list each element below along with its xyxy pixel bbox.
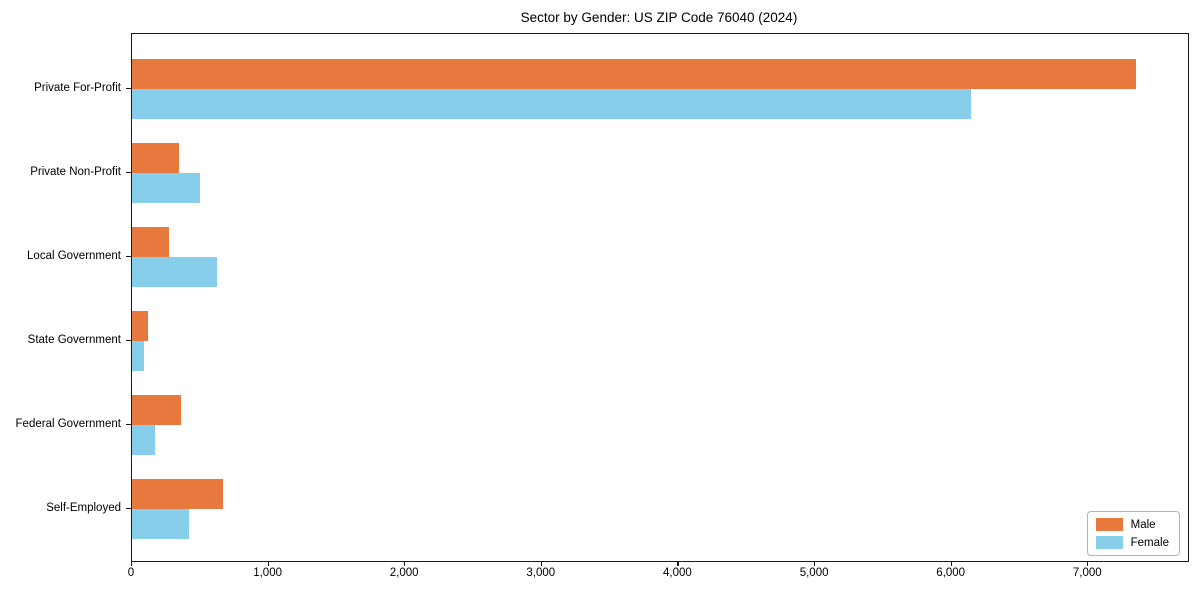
bar-male-Private Non-Profit	[132, 143, 180, 173]
legend: Male Female	[1086, 511, 1180, 556]
bar-female-Private For-Profit	[132, 89, 971, 119]
y-tick-mark	[126, 256, 131, 258]
bar-female-State Government	[132, 341, 145, 371]
y-tick-mark	[126, 340, 131, 342]
bar-male-Federal Government	[132, 395, 182, 425]
y-tick-mark	[126, 88, 131, 90]
x-tick-mark	[677, 561, 679, 566]
y-tick-label: State Government	[27, 334, 121, 346]
legend-item-male: Male	[1095, 518, 1169, 531]
y-tick-label: Local Government	[27, 250, 121, 262]
plot-area: Male Female	[131, 33, 1189, 562]
x-tick-mark	[540, 561, 542, 566]
bar-male-Private For-Profit	[132, 59, 1137, 89]
x-tick-mark	[267, 561, 269, 566]
bar-male-State Government	[132, 311, 148, 341]
chart-title: Sector by Gender: US ZIP Code 76040 (202…	[520, 10, 798, 25]
y-tick-mark	[126, 508, 131, 510]
x-tick-mark	[950, 561, 952, 566]
x-tick-mark	[404, 561, 406, 566]
y-tick-label: Federal Government	[15, 418, 121, 430]
legend-item-female: Female	[1095, 536, 1169, 549]
legend-label-female: Female	[1130, 536, 1169, 549]
y-tick-label: Private For-Profit	[34, 82, 121, 94]
y-tick-mark	[126, 172, 131, 174]
x-tick-label: 1,000	[253, 567, 282, 579]
bar-female-Federal Government	[132, 425, 156, 455]
x-tick-label: 6,000	[936, 567, 966, 579]
y-tick-mark	[126, 424, 131, 426]
bar-male-Self-Employed	[132, 479, 223, 509]
x-tick-label: 7,000	[1072, 567, 1102, 579]
x-tick-mark	[814, 561, 816, 566]
x-tick-label: 4,000	[663, 567, 692, 579]
y-tick-label: Private Non-Profit	[30, 166, 121, 178]
x-tick-label: 2,000	[389, 567, 419, 579]
x-tick-label: 5,000	[799, 567, 829, 579]
x-tick-label: 3,000	[526, 567, 556, 579]
bar-female-Self-Employed	[132, 509, 190, 539]
bar-male-Local Government	[132, 227, 169, 257]
male-series-swatch	[1095, 518, 1123, 531]
x-tick-label: 0	[127, 567, 135, 579]
x-tick-mark	[1087, 561, 1089, 566]
female-series-swatch	[1095, 536, 1123, 549]
bar-female-Local Government	[132, 257, 217, 287]
legend-label-male: Male	[1130, 518, 1156, 531]
x-tick-mark	[131, 561, 133, 566]
bar-female-Private Non-Profit	[132, 173, 201, 203]
y-tick-label: Self-Employed	[46, 502, 121, 514]
